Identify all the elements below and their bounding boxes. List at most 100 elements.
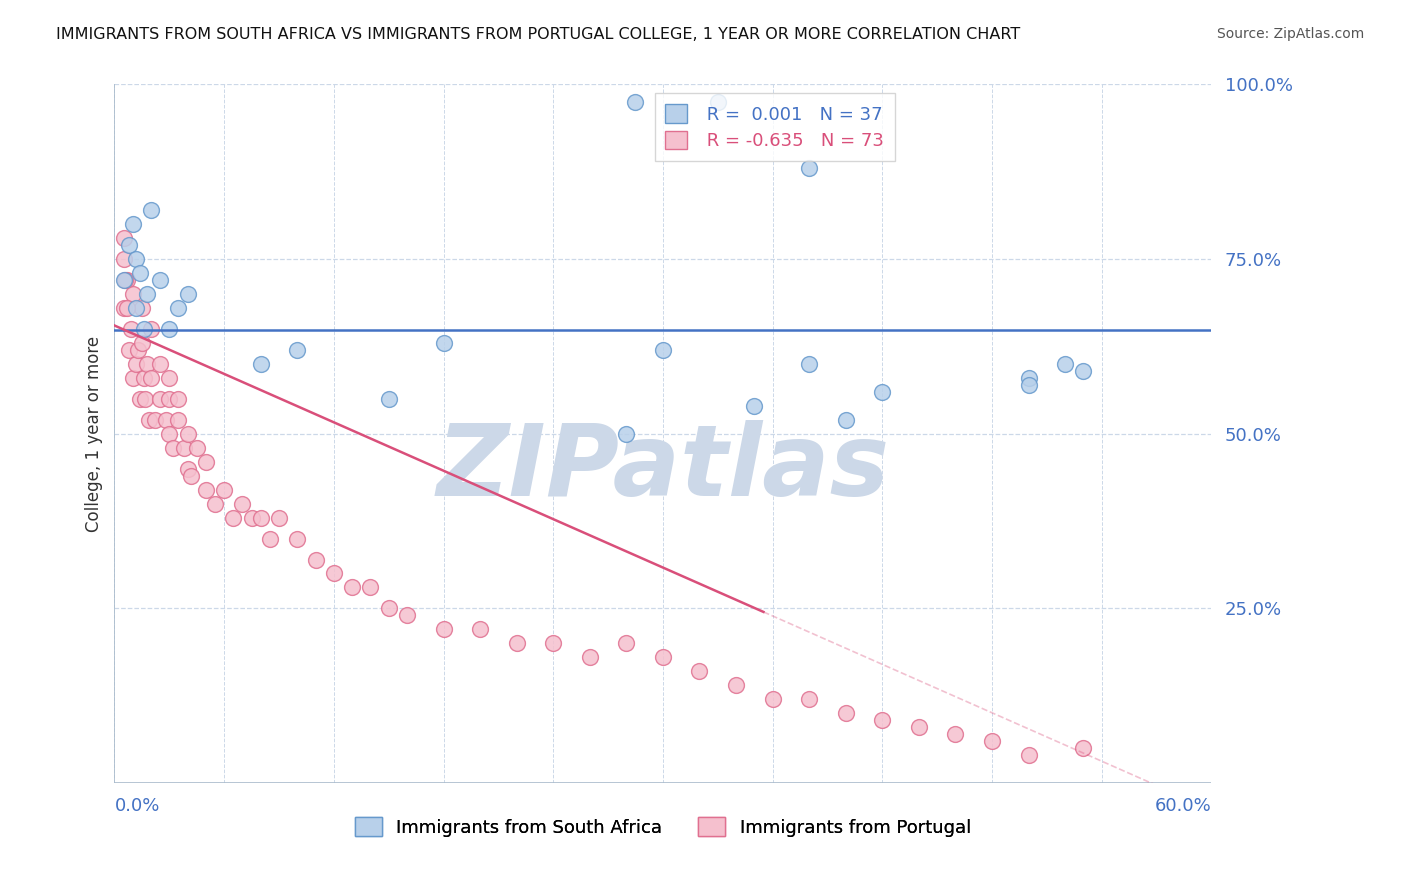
Point xyxy=(112,273,135,287)
Point xyxy=(194,483,217,497)
Point xyxy=(231,497,253,511)
Point xyxy=(139,203,162,218)
Point xyxy=(340,581,363,595)
Point xyxy=(204,497,226,511)
Point xyxy=(742,399,765,413)
Point xyxy=(176,426,198,441)
Point xyxy=(121,287,143,301)
Point xyxy=(688,665,710,679)
Point xyxy=(908,720,931,734)
Point xyxy=(377,601,399,615)
Point xyxy=(136,287,159,301)
Point xyxy=(706,95,728,109)
Point xyxy=(267,510,290,524)
Text: ZIPatlas: ZIPatlas xyxy=(436,420,890,517)
Point xyxy=(143,413,166,427)
Point xyxy=(173,441,195,455)
Point xyxy=(222,510,245,524)
Text: Source: ZipAtlas.com: Source: ZipAtlas.com xyxy=(1216,27,1364,41)
Y-axis label: College, 1 year or more: College, 1 year or more xyxy=(86,335,103,532)
Point xyxy=(651,650,673,665)
Point xyxy=(112,252,135,266)
Point xyxy=(322,566,344,581)
Point xyxy=(167,392,190,406)
Text: IMMIGRANTS FROM SOUTH AFRICA VS IMMIGRANTS FROM PORTUGAL COLLEGE, 1 YEAR OR MORE: IMMIGRANTS FROM SOUTH AFRICA VS IMMIGRAN… xyxy=(56,27,1021,42)
Point xyxy=(149,273,172,287)
Point xyxy=(118,343,141,357)
Point xyxy=(1018,748,1040,763)
Point xyxy=(468,623,491,637)
Point xyxy=(1018,371,1040,385)
Text: 60.0%: 60.0% xyxy=(1154,797,1212,815)
Point xyxy=(872,384,894,399)
Point xyxy=(541,636,564,650)
Point xyxy=(167,413,190,427)
Point xyxy=(285,532,308,546)
Point xyxy=(377,392,399,406)
Point xyxy=(157,392,180,406)
Point xyxy=(121,217,143,231)
Point xyxy=(724,678,747,692)
Point xyxy=(112,301,135,315)
Point xyxy=(981,734,1004,748)
Point xyxy=(125,252,148,266)
Point xyxy=(129,266,152,280)
Point xyxy=(872,713,894,727)
Point xyxy=(176,461,198,475)
Point xyxy=(651,343,673,357)
Point xyxy=(129,392,152,406)
Point xyxy=(505,636,527,650)
Point xyxy=(624,95,647,109)
Point xyxy=(157,426,180,441)
Point xyxy=(131,335,153,350)
Point xyxy=(186,441,208,455)
Legend: Immigrants from South Africa, Immigrants from Portugal: Immigrants from South Africa, Immigrants… xyxy=(347,810,979,844)
Point xyxy=(578,650,600,665)
Point xyxy=(614,426,637,441)
Point xyxy=(118,238,141,252)
Point xyxy=(259,532,281,546)
Point xyxy=(1073,741,1095,756)
Point xyxy=(157,322,180,336)
Point xyxy=(240,510,263,524)
Point xyxy=(359,581,381,595)
Point xyxy=(125,357,148,371)
Point xyxy=(1018,377,1040,392)
Point xyxy=(835,413,858,427)
Point xyxy=(761,692,783,706)
Point xyxy=(132,371,155,385)
Point xyxy=(799,357,821,371)
Point xyxy=(121,371,143,385)
Point xyxy=(120,322,142,336)
Point xyxy=(176,287,198,301)
Point xyxy=(395,608,418,623)
Point xyxy=(149,357,172,371)
Point xyxy=(157,371,180,385)
Point xyxy=(799,161,821,176)
Point xyxy=(304,552,326,566)
Point xyxy=(249,357,271,371)
Point xyxy=(138,413,160,427)
Point xyxy=(114,273,136,287)
Point xyxy=(799,692,821,706)
Point xyxy=(132,322,155,336)
Point xyxy=(115,301,138,315)
Point xyxy=(835,706,858,721)
Point xyxy=(149,392,172,406)
Point xyxy=(432,623,454,637)
Point xyxy=(1054,357,1077,371)
Point xyxy=(614,636,637,650)
Point xyxy=(285,343,308,357)
Point xyxy=(180,468,202,483)
Point xyxy=(249,510,271,524)
Text: 0.0%: 0.0% xyxy=(114,797,160,815)
Point xyxy=(1073,364,1095,378)
Point xyxy=(127,343,149,357)
Point xyxy=(155,413,177,427)
Point xyxy=(212,483,235,497)
Point xyxy=(115,273,138,287)
Point xyxy=(194,455,217,469)
Point xyxy=(139,371,162,385)
Point xyxy=(136,357,159,371)
Point xyxy=(167,301,190,315)
